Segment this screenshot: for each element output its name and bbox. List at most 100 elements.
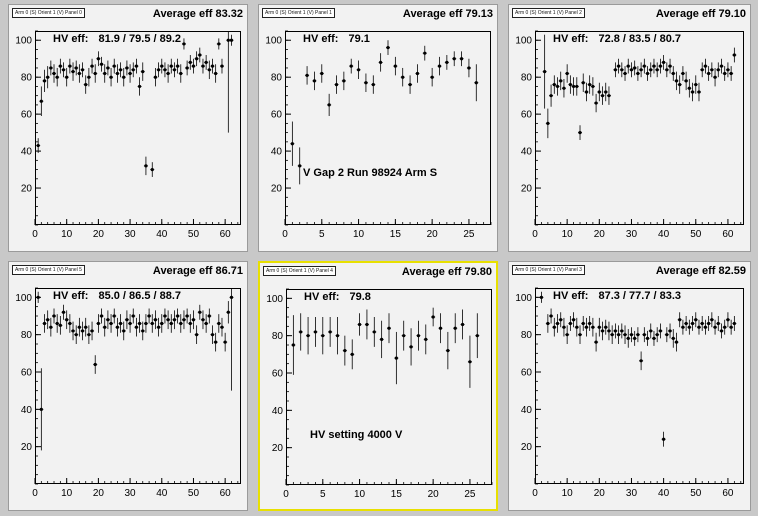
data-point xyxy=(93,355,98,374)
data-point xyxy=(401,320,406,351)
data-point xyxy=(616,58,621,74)
data-point xyxy=(99,308,104,324)
x-tick-label: 30 xyxy=(125,229,137,240)
x-tick-label: 40 xyxy=(658,488,670,499)
data-point xyxy=(213,332,218,352)
x-tick-label: 5 xyxy=(319,229,325,240)
data-point xyxy=(210,58,215,74)
y-tick-label: 20 xyxy=(271,184,283,195)
hv-eff: HV eff: 72.8 / 83.5 / 80.7 xyxy=(553,33,681,45)
data-point xyxy=(80,321,85,341)
data-point xyxy=(645,330,650,346)
data-point xyxy=(297,147,302,185)
data-point xyxy=(555,314,560,333)
plot-pad-5[interactable]: 0 10 20 30 40 50 60 20 40 60 80 100 Arm 0 (S) Orient… xyxy=(508,261,751,511)
x-tick-label: 15 xyxy=(391,489,403,500)
data-point xyxy=(102,64,107,83)
x-tick-label: 20 xyxy=(427,229,439,240)
data-point xyxy=(341,71,346,91)
data-point xyxy=(590,77,595,96)
x-tick-label: 50 xyxy=(690,488,702,499)
data-point xyxy=(52,308,57,324)
data-point xyxy=(99,56,104,72)
data-point xyxy=(197,304,202,320)
hv-eff-values: 81.9 / 79.5 / 89.2 xyxy=(98,33,182,45)
average-eff: Average eff 83.32 xyxy=(152,8,243,20)
data-point xyxy=(713,67,718,87)
data-point xyxy=(153,310,158,330)
plot-frame xyxy=(535,31,744,225)
data-point xyxy=(134,58,139,74)
data-point xyxy=(350,339,355,370)
data-point xyxy=(552,317,557,337)
data-point xyxy=(90,321,95,341)
data-point xyxy=(153,67,158,87)
data-point xyxy=(140,321,145,341)
scatter-plot: 0 5 10 15 20 25 20 40 60 80 100 xyxy=(266,288,493,500)
data-point xyxy=(150,162,155,177)
data-point xyxy=(584,82,589,102)
data-point xyxy=(188,55,193,70)
data-point xyxy=(594,93,599,113)
data-point xyxy=(124,310,129,330)
data-point xyxy=(651,330,656,346)
data-point xyxy=(722,319,727,335)
plot-pad-2[interactable]: 0 10 20 30 40 50 60 20 40 60 80 100 Arm 0 (S) Orient… xyxy=(508,4,751,252)
data-point xyxy=(594,332,599,352)
data-point xyxy=(680,319,685,335)
data-point xyxy=(574,317,579,337)
x-tick-label: 50 xyxy=(188,229,200,240)
data-point xyxy=(561,79,566,98)
data-point xyxy=(172,310,177,330)
data-point xyxy=(474,64,479,102)
plot-pad-0[interactable]: 0 10 20 30 40 50 60 20 40 60 80 100 Arm 0 (S) Orient… xyxy=(8,4,248,252)
data-point xyxy=(207,308,212,324)
hv-eff-label: HV eff: xyxy=(303,33,339,45)
hv-eff-label: HV eff: xyxy=(53,290,89,302)
data-point xyxy=(204,314,209,333)
x-tick-label: 20 xyxy=(594,488,606,499)
data-point xyxy=(584,317,589,337)
data-point xyxy=(356,60,361,80)
panel-label: Arm 0 (S) Orient 1 (V) Panel 0 xyxy=(12,8,85,18)
data-point xyxy=(197,47,202,63)
data-point xyxy=(112,58,117,74)
data-point xyxy=(597,317,602,337)
data-point xyxy=(696,82,701,102)
data-point xyxy=(181,310,186,330)
data-point xyxy=(558,71,563,91)
x-tick-label: 0 xyxy=(532,229,538,240)
data-point xyxy=(36,138,41,153)
data-point xyxy=(112,308,117,324)
hv-eff: HV eff: 81.9 / 79.5 / 89.2 xyxy=(53,33,181,45)
data-point xyxy=(415,64,420,83)
y-tick-label: 40 xyxy=(521,147,533,158)
plot-pad-4[interactable]: 0 5 10 15 20 25 20 40 60 80 100 Arm 0 (S) Orient 1 … xyxy=(258,261,498,511)
data-point xyxy=(386,40,390,56)
data-point xyxy=(703,58,708,74)
data-point xyxy=(128,64,133,83)
plot-pad-3[interactable]: 0 10 20 30 40 50 60 20 40 60 80 100 Arm 0 (S) Orient… xyxy=(8,261,248,511)
data-point xyxy=(86,325,91,344)
data-point xyxy=(150,314,155,333)
x-tick-label: 10 xyxy=(353,229,365,240)
y-tick-label: 60 xyxy=(271,110,283,121)
data-point xyxy=(706,316,711,331)
y-tick-label: 100 xyxy=(515,293,532,304)
data-point xyxy=(320,317,325,355)
data-point xyxy=(635,66,640,81)
x-tick-label: 10 xyxy=(562,488,574,499)
data-point xyxy=(61,62,66,78)
annotation: HV setting 4000 V xyxy=(310,429,403,441)
data-point xyxy=(200,310,205,330)
plot-pad-1[interactable]: 0 5 10 15 20 25 20 40 60 80 100 Arm 0 (S) Orient 1 … xyxy=(258,4,498,252)
data-point xyxy=(159,314,164,333)
data-point xyxy=(96,51,101,67)
data-point xyxy=(42,314,47,333)
data-point xyxy=(693,75,698,94)
data-point xyxy=(645,66,650,81)
data-point xyxy=(379,320,384,359)
data-point xyxy=(147,308,152,324)
data-point xyxy=(725,312,730,328)
data-point xyxy=(732,47,737,63)
